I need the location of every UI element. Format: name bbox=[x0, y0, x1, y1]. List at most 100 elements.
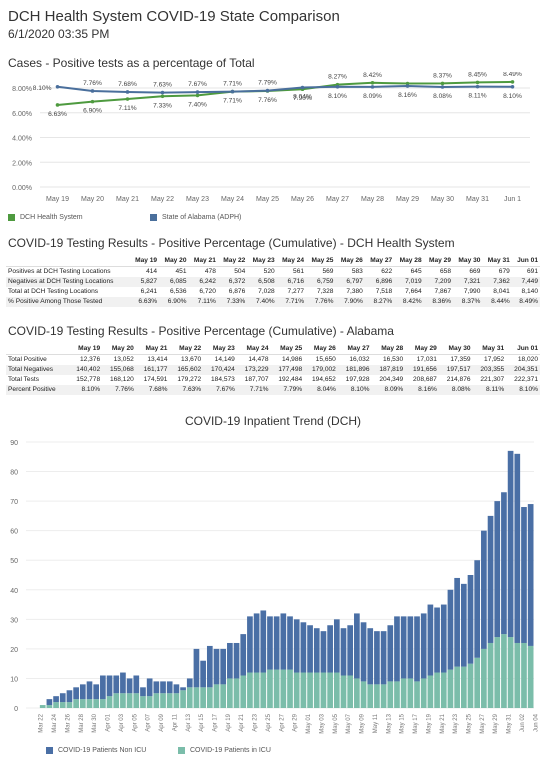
icu-bar[interactable] bbox=[507, 637, 514, 708]
icu-bar[interactable] bbox=[340, 675, 347, 708]
nonicu-bar[interactable] bbox=[360, 622, 367, 682]
nonicu-bar[interactable] bbox=[93, 684, 100, 700]
icu-bar[interactable] bbox=[133, 693, 140, 708]
nonicu-bar[interactable] bbox=[394, 616, 400, 682]
icu-bar[interactable] bbox=[313, 672, 320, 708]
nonicu-bar[interactable] bbox=[487, 515, 494, 643]
icu-bar[interactable] bbox=[427, 675, 434, 708]
icu-bar[interactable] bbox=[160, 693, 166, 708]
icu-bar[interactable] bbox=[46, 705, 53, 708]
nonicu-bar[interactable] bbox=[59, 693, 66, 703]
icu-bar[interactable] bbox=[380, 684, 387, 708]
nonicu-bar[interactable] bbox=[407, 616, 414, 679]
icu-bar[interactable] bbox=[420, 678, 427, 708]
nonicu-bar[interactable] bbox=[494, 501, 501, 638]
icu-bar[interactable] bbox=[86, 699, 93, 708]
nonicu-bar[interactable] bbox=[333, 619, 340, 673]
nonicu-bar[interactable] bbox=[66, 690, 73, 703]
icu-bar[interactable] bbox=[394, 681, 400, 708]
nonicu-bar[interactable] bbox=[113, 675, 120, 694]
icu-bar[interactable] bbox=[59, 702, 66, 708]
alabama-point[interactable] bbox=[335, 84, 340, 89]
dch-point[interactable] bbox=[125, 97, 130, 101]
icu-bar[interactable] bbox=[39, 705, 46, 708]
nonicu-bar[interactable] bbox=[287, 616, 293, 670]
nonicu-bar[interactable] bbox=[273, 616, 280, 670]
nonicu-bar[interactable] bbox=[79, 684, 86, 700]
nonicu-bar[interactable] bbox=[320, 631, 327, 673]
nonicu-bar[interactable] bbox=[240, 634, 247, 676]
alabama-point[interactable] bbox=[90, 89, 95, 93]
nonicu-bar[interactable] bbox=[340, 628, 347, 676]
nonicu-bar[interactable] bbox=[206, 645, 213, 688]
icu-bar[interactable] bbox=[414, 681, 420, 708]
legend-alabama[interactable]: State of Alabama (ADPH) bbox=[150, 214, 241, 221]
alabama-point[interactable] bbox=[160, 90, 165, 95]
nonicu-bar[interactable] bbox=[374, 631, 380, 685]
icu-bar[interactable] bbox=[200, 687, 206, 708]
icu-bar[interactable] bbox=[374, 684, 380, 708]
alabama-point[interactable] bbox=[195, 90, 200, 94]
nonicu-bar[interactable] bbox=[481, 530, 487, 649]
alabama-point[interactable] bbox=[405, 84, 410, 88]
icu-bar[interactable] bbox=[173, 693, 180, 708]
dch-point[interactable] bbox=[370, 81, 375, 85]
alabama-point[interactable] bbox=[265, 88, 270, 93]
icu-bar[interactable] bbox=[354, 678, 360, 708]
icu-bar[interactable] bbox=[153, 693, 160, 708]
nonicu-bar[interactable] bbox=[474, 560, 481, 658]
dch-point[interactable] bbox=[195, 93, 200, 98]
icu-bar[interactable] bbox=[474, 657, 481, 708]
icu-bar[interactable] bbox=[253, 672, 260, 708]
nonicu-bar[interactable] bbox=[521, 507, 527, 643]
nonicu-bar[interactable] bbox=[420, 613, 427, 679]
nonicu-bar[interactable] bbox=[220, 648, 227, 685]
nonicu-bar[interactable] bbox=[307, 625, 313, 673]
nonicu-bar[interactable] bbox=[126, 678, 133, 694]
icu-bar[interactable] bbox=[146, 696, 153, 708]
icu-bar[interactable] bbox=[387, 681, 394, 708]
icu-bar[interactable] bbox=[467, 663, 474, 708]
icu-bar[interactable] bbox=[126, 693, 133, 708]
nonicu-bar[interactable] bbox=[200, 660, 206, 688]
icu-bar[interactable] bbox=[320, 672, 327, 708]
alabama-point[interactable] bbox=[370, 85, 375, 89]
icu-bar[interactable] bbox=[280, 669, 287, 708]
icu-bar[interactable] bbox=[454, 666, 460, 708]
nonicu-bar[interactable] bbox=[160, 681, 166, 694]
dch-point[interactable] bbox=[55, 103, 60, 107]
nonicu-bar[interactable] bbox=[73, 687, 79, 700]
icu-bar[interactable] bbox=[400, 678, 407, 708]
icu-bar[interactable] bbox=[487, 642, 494, 708]
legend-icu[interactable]: COVID-19 Patients in ICU bbox=[178, 747, 271, 754]
nonicu-bar[interactable] bbox=[86, 681, 93, 700]
icu-bar[interactable] bbox=[434, 672, 440, 708]
icu-bar[interactable] bbox=[100, 699, 106, 708]
nonicu-bar[interactable] bbox=[387, 625, 394, 682]
icu-bar[interactable] bbox=[494, 637, 501, 708]
nonicu-bar[interactable] bbox=[454, 577, 460, 667]
nonicu-bar[interactable] bbox=[427, 604, 434, 676]
nonicu-bar[interactable] bbox=[166, 681, 173, 694]
dch-point[interactable] bbox=[405, 81, 410, 86]
nonicu-bar[interactable] bbox=[153, 681, 160, 694]
legend-dch[interactable]: DCH Health System bbox=[8, 214, 83, 221]
icu-bar[interactable] bbox=[186, 687, 193, 708]
nonicu-bar[interactable] bbox=[193, 648, 200, 688]
icu-bar[interactable] bbox=[227, 678, 233, 708]
nonicu-bar[interactable] bbox=[280, 613, 287, 670]
icu-bar[interactable] bbox=[240, 675, 247, 708]
nonicu-bar[interactable] bbox=[501, 492, 507, 635]
nonicu-bar[interactable] bbox=[186, 678, 193, 688]
icu-bar[interactable] bbox=[521, 642, 527, 708]
icu-bar[interactable] bbox=[347, 675, 354, 708]
dch-point[interactable] bbox=[510, 80, 515, 84]
alabama-point[interactable] bbox=[300, 85, 305, 90]
icu-bar[interactable] bbox=[287, 669, 293, 708]
alabama-point[interactable] bbox=[125, 90, 130, 94]
icu-bar[interactable] bbox=[66, 702, 73, 708]
icu-bar[interactable] bbox=[120, 693, 126, 708]
nonicu-bar[interactable] bbox=[447, 589, 454, 670]
icu-bar[interactable] bbox=[327, 672, 333, 708]
nonicu-bar[interactable] bbox=[53, 696, 59, 703]
